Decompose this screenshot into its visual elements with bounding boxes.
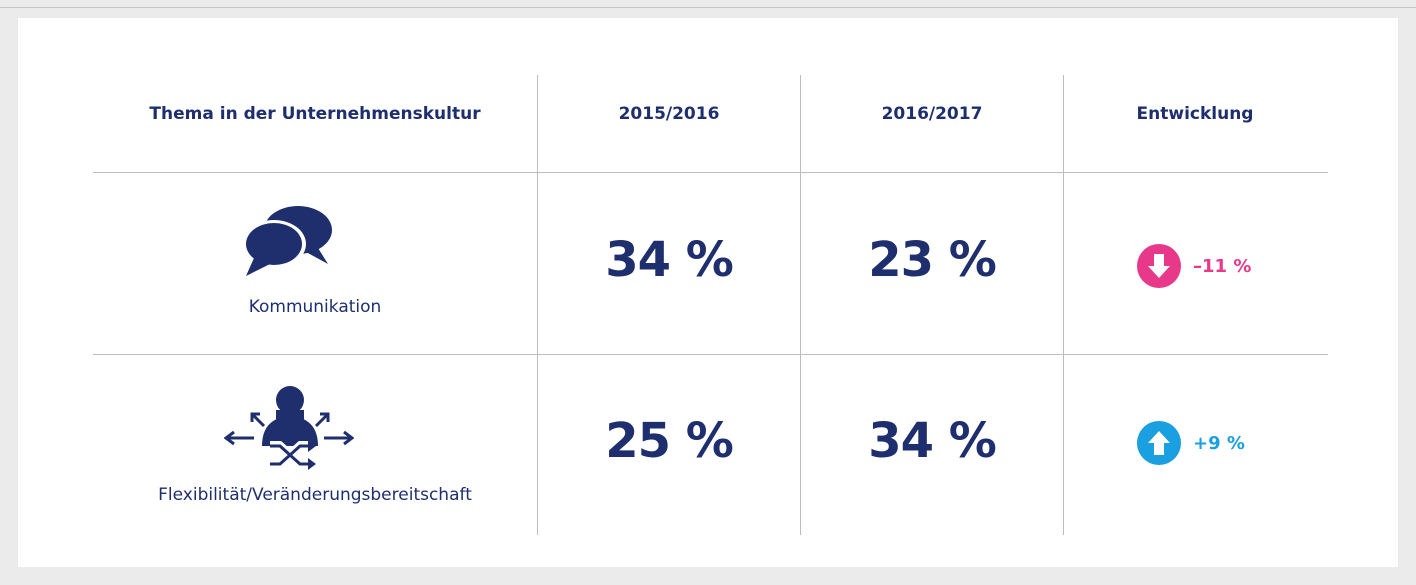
- table-panel: Thema in der Unternehmenskultur 2015/201…: [18, 18, 1398, 567]
- column-divider: [800, 75, 801, 535]
- row-divider: [93, 172, 1328, 173]
- value-cell: 25 %: [605, 413, 734, 469]
- row-divider: [93, 354, 1328, 355]
- header-cell: 2015/2016: [618, 104, 720, 124]
- column-divider: [537, 75, 538, 535]
- value-cell: 23 %: [868, 232, 997, 288]
- value-cell: 34 %: [868, 413, 997, 469]
- change: +9 %: [1137, 421, 1245, 465]
- change: –11 %: [1137, 244, 1251, 288]
- down-arrow-icon: [1137, 244, 1181, 288]
- header-cell: Entwicklung: [1136, 104, 1254, 124]
- up-arrow-icon: [1137, 421, 1181, 465]
- speech-icon: [242, 206, 332, 276]
- topic-label: Kommunikation: [248, 297, 382, 317]
- flexibility-icon: [224, 386, 354, 470]
- value-cell: 34 %: [605, 232, 734, 288]
- column-divider: [1063, 75, 1064, 535]
- change-value: –11 %: [1193, 255, 1252, 277]
- header-cell: Thema in der Unternehmenskultur: [149, 104, 481, 124]
- header-cell: 2016/2017: [881, 104, 983, 124]
- topic-label: Flexibilität/Veränderungsbereitschaft: [158, 485, 472, 505]
- change-value: +9 %: [1193, 432, 1245, 454]
- top-line: [0, 7, 1416, 8]
